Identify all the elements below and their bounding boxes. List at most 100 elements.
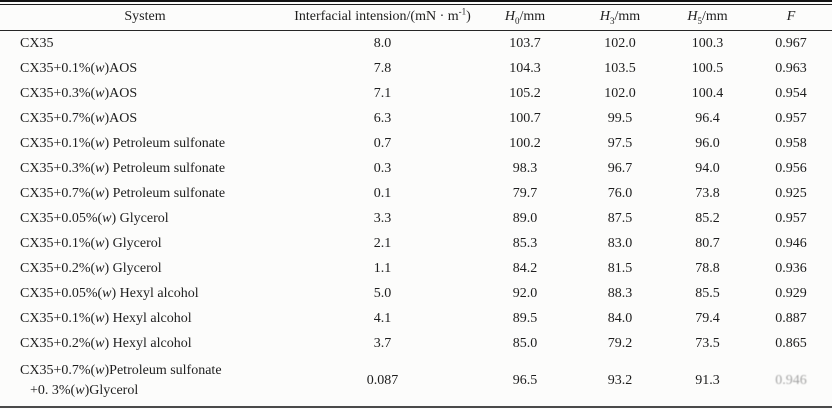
cell-interfacial-tension: 7.1 [373,85,392,101]
cell-f: 0.946 [750,356,832,408]
h3-subscript: 3 [609,15,615,26]
cell-h0: 85.3 [512,235,538,251]
h3-symbol: H [599,9,610,24]
cell-interfacial-tension: 3.7 [373,335,392,351]
cell-f: 0.954 [775,85,807,101]
table-row: CX35+0.7%(w)Petroleum sulfonate +0. 3%(w… [0,356,832,408]
cell-h0: 100.2 [509,135,541,151]
table-row: CX35+0.05%(w) Hexyl alcohol 5.0 92.0 88.… [0,281,832,306]
h0-symbol: H [504,9,515,24]
cell-h5: 100.3 [691,35,724,51]
cell-system: CX35+0.1%(w) Petroleum sulfonate [20,135,226,151]
table-body: CX35 8.0 103.7 102.0 100.3 0.967 CX35+0.… [0,31,832,408]
cell-interfacial-tension: 0.087 [290,356,475,408]
cell-h5: 80.7 [695,235,720,251]
table-row: CX35+0.7%(w) Petroleum sulfonate 0.1 79.… [0,181,832,206]
data-table: System Interfacial intension/(mN · m-1) … [0,5,832,408]
header-row: System Interfacial intension/(mN · m-1) … [0,5,832,31]
table-row: CX35+0.1%(w) Hexyl alcohol 4.1 89.5 84.0… [0,306,832,331]
cell-interfacial-tension: 6.3 [373,110,392,126]
cell-system: CX35+0.7%(w)Petroleum sulfonate +0. 3%(w… [0,356,290,408]
cell-h5: 78.8 [695,260,720,276]
cell-h3: 97.5 [607,135,633,151]
cell-h5: 91.3 [665,356,750,408]
cell-interfacial-tension: 0.3 [373,160,392,176]
cell-f: 0.957 [775,210,807,226]
cell-f: 0.936 [775,260,807,276]
cell-h0: 98.3 [512,160,538,176]
cell-h0: 89.5 [512,310,538,326]
cell-h5: 94.0 [695,160,720,176]
cell-h3: 83.0 [607,235,633,251]
cell-system: CX35+0.05%(w) Glycerol [20,210,169,226]
cell-h0: 84.2 [512,260,538,276]
cell-interfacial-tension: 0.1 [373,185,392,201]
cell-h5: 96.0 [695,135,720,151]
cell-system: CX35+0.3%(w) Petroleum sulfonate [20,160,226,176]
h5-subscript: 5 [697,15,702,26]
cell-f: 0.925 [775,185,807,201]
h5-unit: /mm [701,9,728,24]
cell-h3: 103.5 [604,60,636,76]
cell-h5: 73.5 [695,335,720,351]
system-label-line2: +0. 3%(w)Glycerol [30,383,139,398]
cell-h5: 85.5 [695,285,720,301]
cell-f: 0.946 [775,235,807,251]
cell-h5: 85.2 [695,210,720,226]
cell-h3: 88.3 [607,285,633,301]
cell-system: CX35+0.2%(w) Glycerol [20,260,162,276]
cell-f: 0.967 [775,35,807,51]
col-header-h5: H5/mm [665,5,750,31]
cell-h0: 105.2 [509,85,541,101]
cell-h5: 73.8 [695,185,720,201]
cell-interfacial-tension: 3.3 [373,210,392,226]
ift-header-close-paren: ) [466,9,471,24]
col-header-interfacial-tension: Interfacial intension/(mN · m-1) [290,5,475,31]
col-header-h3: H3/mm [575,5,665,31]
cell-h0: 89.0 [512,210,538,226]
table-row: CX35+0.7%(w)AOS 6.3 100.7 99.5 96.4 0.95… [0,106,832,131]
cell-h0: 92.0 [512,285,538,301]
table-row: CX35+0.2%(w) Hexyl alcohol 3.7 85.0 79.2… [0,331,832,356]
h0-subscript: 0 [514,15,520,26]
cell-f: 0.957 [775,110,807,126]
cell-h3: 102.0 [604,35,636,51]
cell-interfacial-tension: 7.8 [373,60,392,76]
cell-system: CX35+0.05%(w) Hexyl alcohol [20,285,199,301]
table-row: CX35+0.3%(w)AOS 7.1 105.2 102.0 100.4 0.… [0,81,832,106]
cell-h5: 100.5 [691,60,724,76]
cell-h0: 103.7 [509,35,541,51]
cell-system: CX35+0.3%(w)AOS [20,85,138,101]
cell-h0: 96.5 [475,356,575,408]
cell-f: 0.929 [775,285,807,301]
cell-f: 0.956 [775,160,807,176]
col-header-f: F [750,5,832,31]
cell-system: CX35+0.1%(w) Glycerol [20,235,162,251]
cell-h3: 99.5 [607,110,633,126]
h0-unit: /mm [519,9,546,24]
cell-interfacial-tension: 8.0 [373,35,392,51]
cell-system: CX35+0.2%(w) Hexyl alcohol [20,335,192,351]
table-row: CX35+0.1%(w) Glycerol 2.1 85.3 83.0 80.7… [0,231,832,256]
table-row: CX35+0.2%(w) Glycerol 1.1 84.2 81.5 78.8… [0,256,832,281]
cell-h5: 96.4 [695,110,720,126]
system-label-line1: CX35+0.7%(w)Petroleum sulfonate [20,362,222,378]
cell-system: CX35+0.7%(w) Petroleum sulfonate [20,185,226,201]
cell-h0: 85.0 [512,335,538,351]
cell-interfacial-tension: 4.1 [373,310,392,326]
table-top-rule [0,0,832,5]
cell-h3: 102.0 [604,85,636,101]
col-header-h0: H0/mm [475,5,575,31]
cell-h5: 100.4 [691,85,724,101]
table-row: CX35 8.0 103.7 102.0 100.3 0.967 [0,31,832,57]
cell-f: 0.887 [775,310,807,326]
cell-system: CX35 [20,35,54,51]
cell-interfacial-tension: 5.0 [373,285,392,301]
cell-h3: 87.5 [607,210,633,226]
cell-system: CX35+0.1%(w) Hexyl alcohol [20,310,192,326]
h5-symbol: H [687,9,698,24]
table-row: CX35+0.05%(w) Glycerol 3.3 89.0 87.5 85.… [0,206,832,231]
table-row: CX35+0.1%(w) Petroleum sulfonate 0.7 100… [0,131,832,156]
cell-f: 0.958 [775,135,807,151]
